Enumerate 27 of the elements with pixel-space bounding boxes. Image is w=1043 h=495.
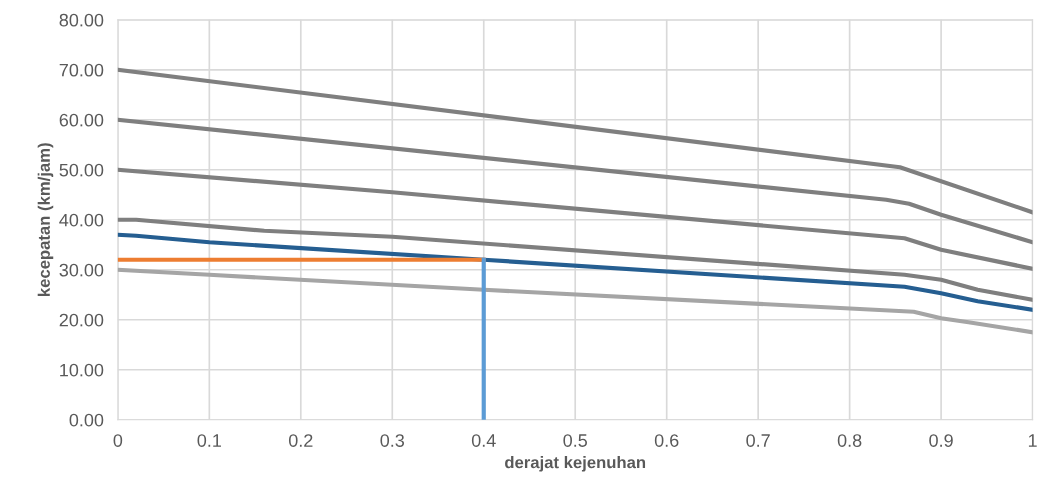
x-tick-label: 0	[113, 434, 123, 447]
y-tick-label: 10.00	[60, 363, 104, 377]
y-tick-label: 70.00	[59, 63, 104, 77]
x-tick-label: 0.9	[929, 434, 953, 447]
x-tick-label: 0.4	[471, 434, 496, 447]
x-tick-label: 0.3	[380, 434, 405, 447]
y-tick-label: 20.00	[59, 313, 104, 327]
x-tick-label: 0.5	[563, 434, 588, 447]
x-tick-label: 0.8	[837, 434, 862, 447]
x-tick-label: 0.6	[654, 434, 679, 447]
line-series	[117, 117, 1033, 245]
x-tick-label: 0.2	[288, 434, 313, 447]
y-tick-label: 80.00	[59, 13, 104, 27]
y-tick-label: 60.00	[59, 113, 104, 127]
line-series	[117, 232, 1033, 312]
x-tick-label: 0.7	[746, 434, 770, 447]
y-tick-label: 0.00	[69, 413, 104, 427]
x-axis-title: derajat kejenuhan	[505, 456, 646, 472]
y-tick-label: 40.00	[59, 213, 104, 227]
line-series	[117, 167, 1033, 271]
line-series	[117, 267, 1033, 335]
y-tick-label: 50.00	[59, 163, 104, 177]
y-axis-title: kecepatan (km/jam)	[37, 143, 54, 296]
x-tick-label: 0.1	[197, 434, 221, 447]
x-tick-label: 1	[1028, 434, 1037, 447]
line-series	[117, 217, 1033, 302]
y-tick-label: 30.00	[59, 263, 104, 277]
